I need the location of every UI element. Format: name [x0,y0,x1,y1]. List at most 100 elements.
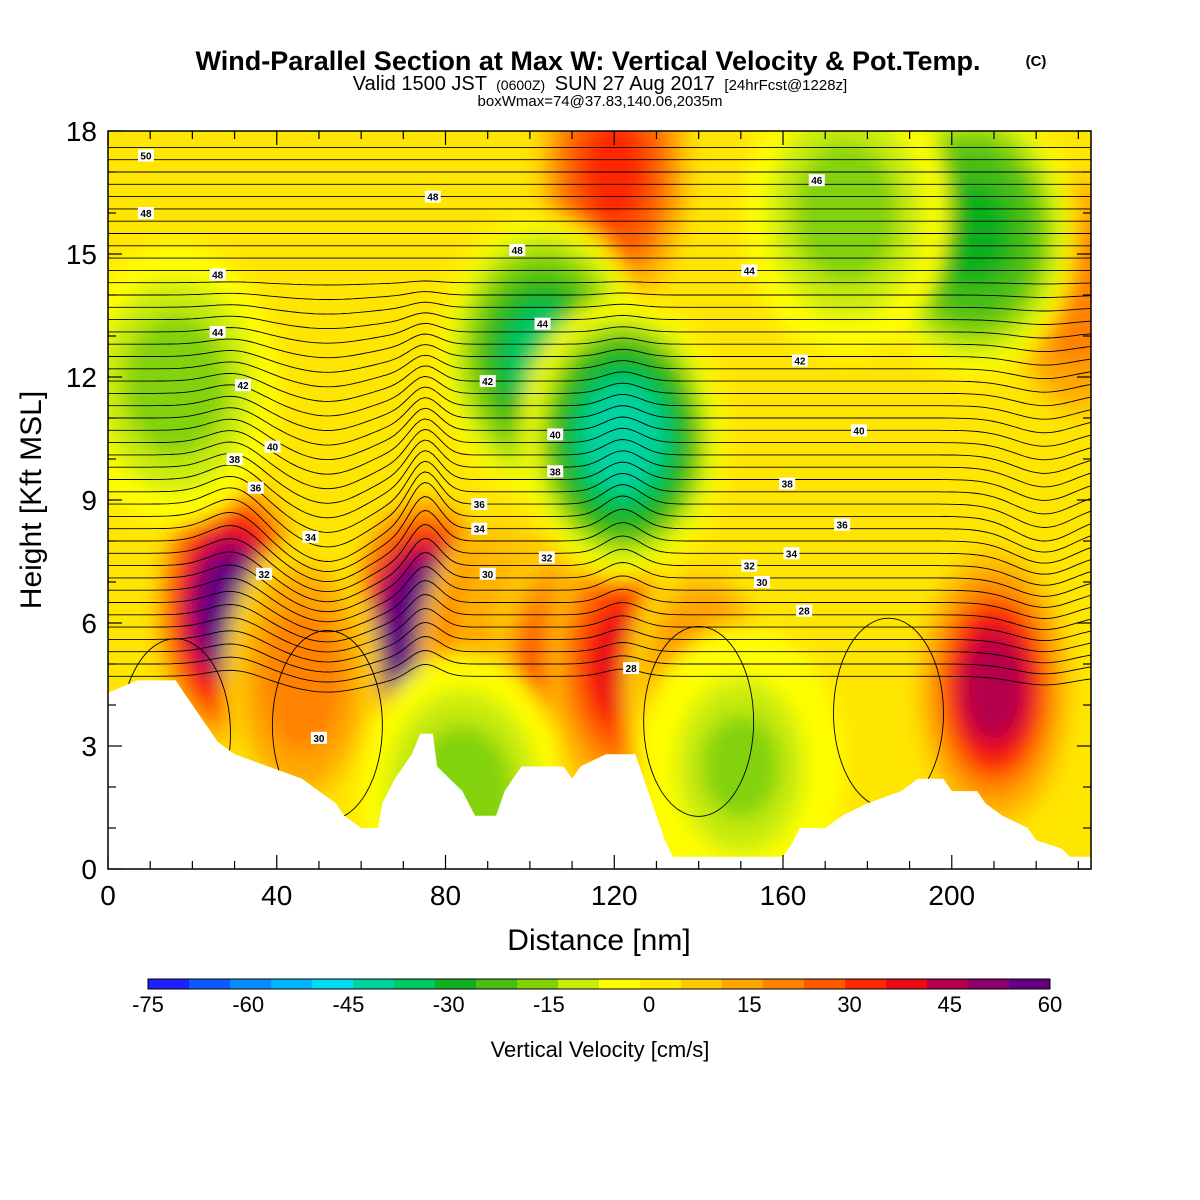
contour-label-group: 50 [137,149,154,163]
contour-label-group: 44 [534,317,551,331]
contour-label-bg [623,662,640,675]
contour-label: 38 [229,455,241,466]
contour-label-bg [256,567,273,580]
w-feature-layer [962,636,1026,742]
contour-label-bg [534,317,551,330]
colorbar-frame [147,978,1051,990]
contour-label: 34 [305,533,317,544]
colorbar-swatch [927,979,969,989]
contour-label-bg [137,207,154,219]
contour-label: 42 [482,377,494,388]
contour-label-bg [791,354,808,367]
contour-label: 38 [782,480,794,491]
contour-label: 36 [474,500,486,511]
contour-label-bg [834,518,851,531]
contour-label: 46 [811,176,823,187]
axis-ticks [107,130,1091,870]
w-feature [638,625,844,869]
colorbar-swatch [558,979,600,989]
contour-label: 48 [512,246,524,257]
contour-label-group: 36 [247,481,264,495]
isentrope-line [108,580,1091,633]
contour-label-group: 44 [741,264,758,277]
isentrope-line [108,482,1091,562]
isentrope-line [108,566,1091,623]
colorbar-swatch [271,979,313,989]
isentrope-line [108,552,1091,613]
colorbar-swatch [476,979,518,989]
contour-label-bg [479,567,496,580]
contour-label-bg [247,481,264,494]
colorbar-tick-label: -15 [533,992,565,1017]
isentrope-line [108,376,1091,417]
contour-label-bg [538,551,555,564]
contour-label: 30 [313,734,325,745]
isentrope-line [108,322,1091,344]
colorbar-swatch [886,979,928,989]
potential-temperature-contours [108,146,1091,830]
isentrope-line [108,386,1091,431]
y-tick-label: 15 [66,239,97,270]
colorbar-swatch [599,979,641,989]
isentrope-line [108,471,1091,548]
colorbar-tick-label: -60 [232,992,264,1017]
terrain [108,680,1091,869]
contour-label-group: 28 [796,604,813,618]
contour-label-group: 30 [310,731,327,745]
isentrope-line [108,439,1091,504]
contour-label: 44 [744,266,756,277]
contour-label: 32 [259,570,271,581]
colorbar-tick-label: 15 [737,992,761,1017]
contour-label-bg [209,325,226,338]
colorbar-tick-label: 45 [938,992,962,1017]
contour-label-bg [547,428,564,441]
x-tick-labels: 0 40 80 120 160 200 [100,880,975,911]
w-feature-layer [582,131,647,225]
chart-subtitle-valid: Valid 1500 JST (0600Z) SUN 27 Aug 2017 [… [353,73,847,95]
isentrope-line [108,496,1091,572]
contour-label: 44 [537,320,549,331]
w-feature [743,131,949,355]
isentrope-line [108,460,1091,533]
contour-label: 40 [853,426,865,437]
vertical-velocity-field [108,131,1091,869]
colorbar-swatch [968,979,1010,989]
contour-label-bg [479,375,496,388]
contour-label-group: 46 [808,174,825,187]
isentrope-line [108,344,1091,373]
contour-label-bg [424,190,441,203]
contour-label: 48 [212,271,224,282]
colorbar-swatch [353,979,395,989]
contour-label-bg [302,530,319,543]
plot-area: 50 48 48 48 48 46 44 44 44 42 42 42 40 40 40 38 38 38 36 36… [108,131,1091,869]
contour-label-group: 42 [791,354,808,368]
contour-label-bg [509,243,526,256]
contour-label-bg [547,465,564,478]
contour-label-group: 40 [850,424,867,437]
colorbar-swatch [312,979,354,989]
contour-label: 34 [786,549,798,560]
isentrope-line [108,280,1091,286]
colorbar-title: Vertical Velocity [cm/s] [491,1037,710,1062]
contour-label-bg [235,379,252,392]
isentrope-line [108,365,1091,402]
contour-label-bg [753,576,770,588]
y-tick-label: 0 [81,854,97,885]
y-axis-label: Height [Kft MSL] [15,391,48,609]
contour-label-group: 48 [137,207,154,220]
copyright-mark: (C) [1026,53,1047,70]
x-tick-label: 80 [430,880,461,911]
contour-label-group: 32 [741,559,758,573]
colorbar-tick-label: -75 [132,992,164,1017]
isentrope-line [108,636,1091,673]
contour-label-bg [471,498,488,511]
contour-label-bg [137,149,154,162]
colorbar-tick-label: -45 [333,992,365,1017]
contour-label-group: 34 [302,530,319,544]
isentrope-line [108,524,1091,593]
colorbar-swatch [189,979,231,989]
contour-label-bg [796,604,813,617]
contour-label: 30 [756,578,768,589]
x-tick-label: 120 [591,880,638,911]
